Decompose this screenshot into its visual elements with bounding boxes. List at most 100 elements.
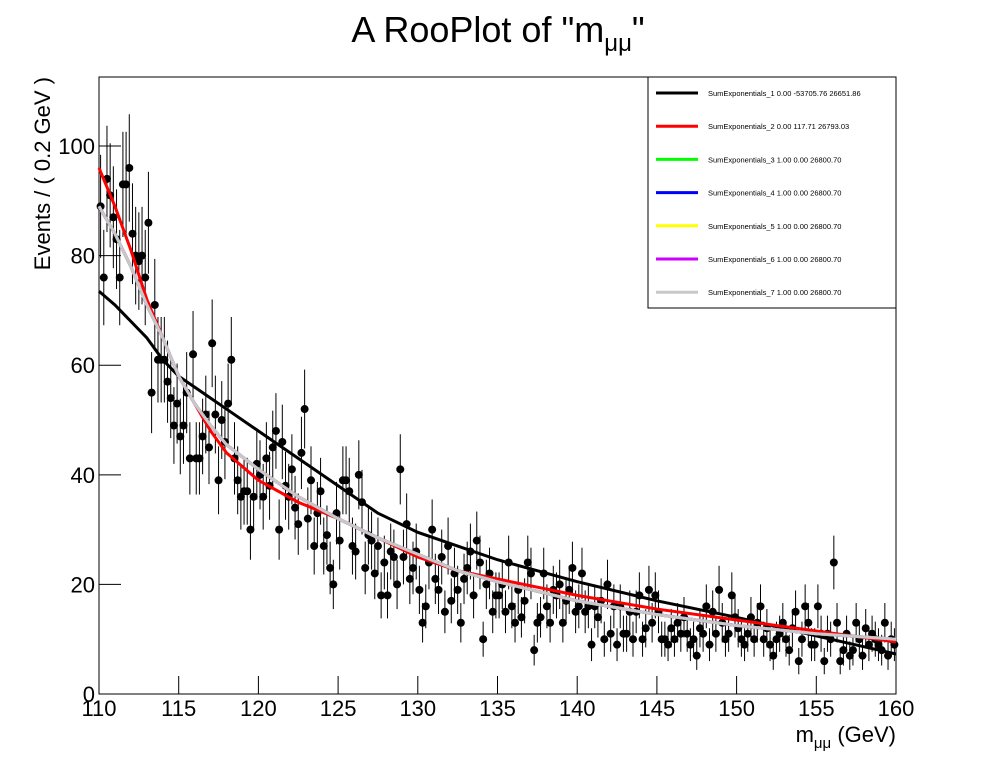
data-point xyxy=(377,591,386,600)
data-point xyxy=(667,624,676,633)
data-point xyxy=(335,536,344,545)
data-point xyxy=(750,635,759,644)
legend: SumExponentials_1 0.00 -53705.76 26651.8… xyxy=(647,76,897,309)
x-tick-label: 135 xyxy=(479,696,516,721)
data-point xyxy=(613,640,622,649)
data-point xyxy=(217,416,226,425)
y-tick-label: 60 xyxy=(71,353,95,378)
data-point xyxy=(683,629,692,638)
data-point xyxy=(342,476,351,485)
data-point xyxy=(373,542,382,551)
data-point xyxy=(249,492,258,501)
data-point xyxy=(259,492,268,501)
data-point xyxy=(418,618,427,627)
data-point xyxy=(243,487,252,496)
data-point xyxy=(297,448,306,457)
x-tick-label: 160 xyxy=(878,696,915,721)
x-tick-label: 125 xyxy=(320,696,357,721)
data-point xyxy=(759,635,768,644)
data-point xyxy=(246,525,255,534)
x-tick-label: 150 xyxy=(718,696,755,721)
data-point xyxy=(447,596,456,605)
data-point xyxy=(361,563,370,572)
data-point xyxy=(163,377,172,386)
x-tick-label: 140 xyxy=(559,696,596,721)
data-point xyxy=(271,426,280,435)
data-point xyxy=(275,525,284,534)
data-point xyxy=(711,629,720,638)
data-point xyxy=(702,602,711,611)
data-point xyxy=(810,640,819,649)
data-point xyxy=(641,624,650,633)
data-point xyxy=(775,629,784,638)
data-point xyxy=(648,618,657,627)
data-point xyxy=(176,432,185,441)
data-point xyxy=(169,421,178,430)
data-point xyxy=(833,618,842,627)
data-point xyxy=(848,646,857,655)
data-point xyxy=(574,602,583,611)
legend-label: SumExponentials_6 1.00 0.00 26800.70 xyxy=(708,255,841,264)
data-point xyxy=(138,251,147,260)
data-point xyxy=(354,470,363,479)
data-point xyxy=(801,602,810,611)
title-end: " xyxy=(632,9,645,50)
data-point xyxy=(587,640,596,649)
data-point xyxy=(278,437,287,446)
data-point xyxy=(577,569,586,578)
x-tick-label: 145 xyxy=(639,696,676,721)
legend-label: SumExponentials_1 0.00 -53705.76 26651.8… xyxy=(708,89,861,98)
data-point xyxy=(852,618,861,627)
data-point xyxy=(880,618,889,627)
legend-label: SumExponentials_3 1.00 0.00 26800.70 xyxy=(708,155,841,164)
data-point xyxy=(150,300,159,309)
data-point xyxy=(456,618,465,627)
fit-curve xyxy=(97,167,897,644)
data-point xyxy=(727,591,736,600)
data-point xyxy=(122,180,131,189)
data-point xyxy=(351,547,360,556)
data-point xyxy=(785,646,794,655)
x-tick-label: 110 xyxy=(81,696,116,721)
data-point xyxy=(804,618,813,627)
data-point xyxy=(396,465,405,474)
data-point xyxy=(520,596,529,605)
data-point xyxy=(463,563,472,572)
data-point xyxy=(294,520,303,529)
data-point xyxy=(380,558,389,567)
data-point xyxy=(460,574,469,583)
x-tick-label: 120 xyxy=(240,696,277,721)
data-point xyxy=(664,640,673,649)
data-point xyxy=(517,613,526,622)
data-point xyxy=(367,536,376,545)
data-point xyxy=(673,618,682,627)
data-point xyxy=(558,618,567,627)
data-point xyxy=(287,465,296,474)
data-point xyxy=(179,421,188,430)
data-point xyxy=(399,553,408,562)
data-point xyxy=(440,607,449,616)
data-point xyxy=(319,542,328,551)
data-point xyxy=(383,591,392,600)
data-point xyxy=(501,607,510,616)
data-point xyxy=(507,602,516,611)
data-point xyxy=(469,591,478,600)
data-point xyxy=(211,410,220,419)
data-point xyxy=(185,454,194,463)
data-point xyxy=(692,651,701,660)
data-point xyxy=(644,585,653,594)
data-point xyxy=(836,657,845,666)
y-tick-label: 80 xyxy=(71,244,95,269)
data-point xyxy=(389,553,398,562)
data-point xyxy=(740,640,749,649)
data-point xyxy=(743,629,752,638)
y-tick-label: 100 xyxy=(58,134,95,159)
legend-label: SumExponentials_2 0.00 117.71 26793.03 xyxy=(708,122,849,131)
data-point xyxy=(405,574,414,583)
data-point xyxy=(437,553,446,562)
data-point xyxy=(651,591,660,600)
data-point xyxy=(791,607,800,616)
data-point xyxy=(813,602,822,611)
